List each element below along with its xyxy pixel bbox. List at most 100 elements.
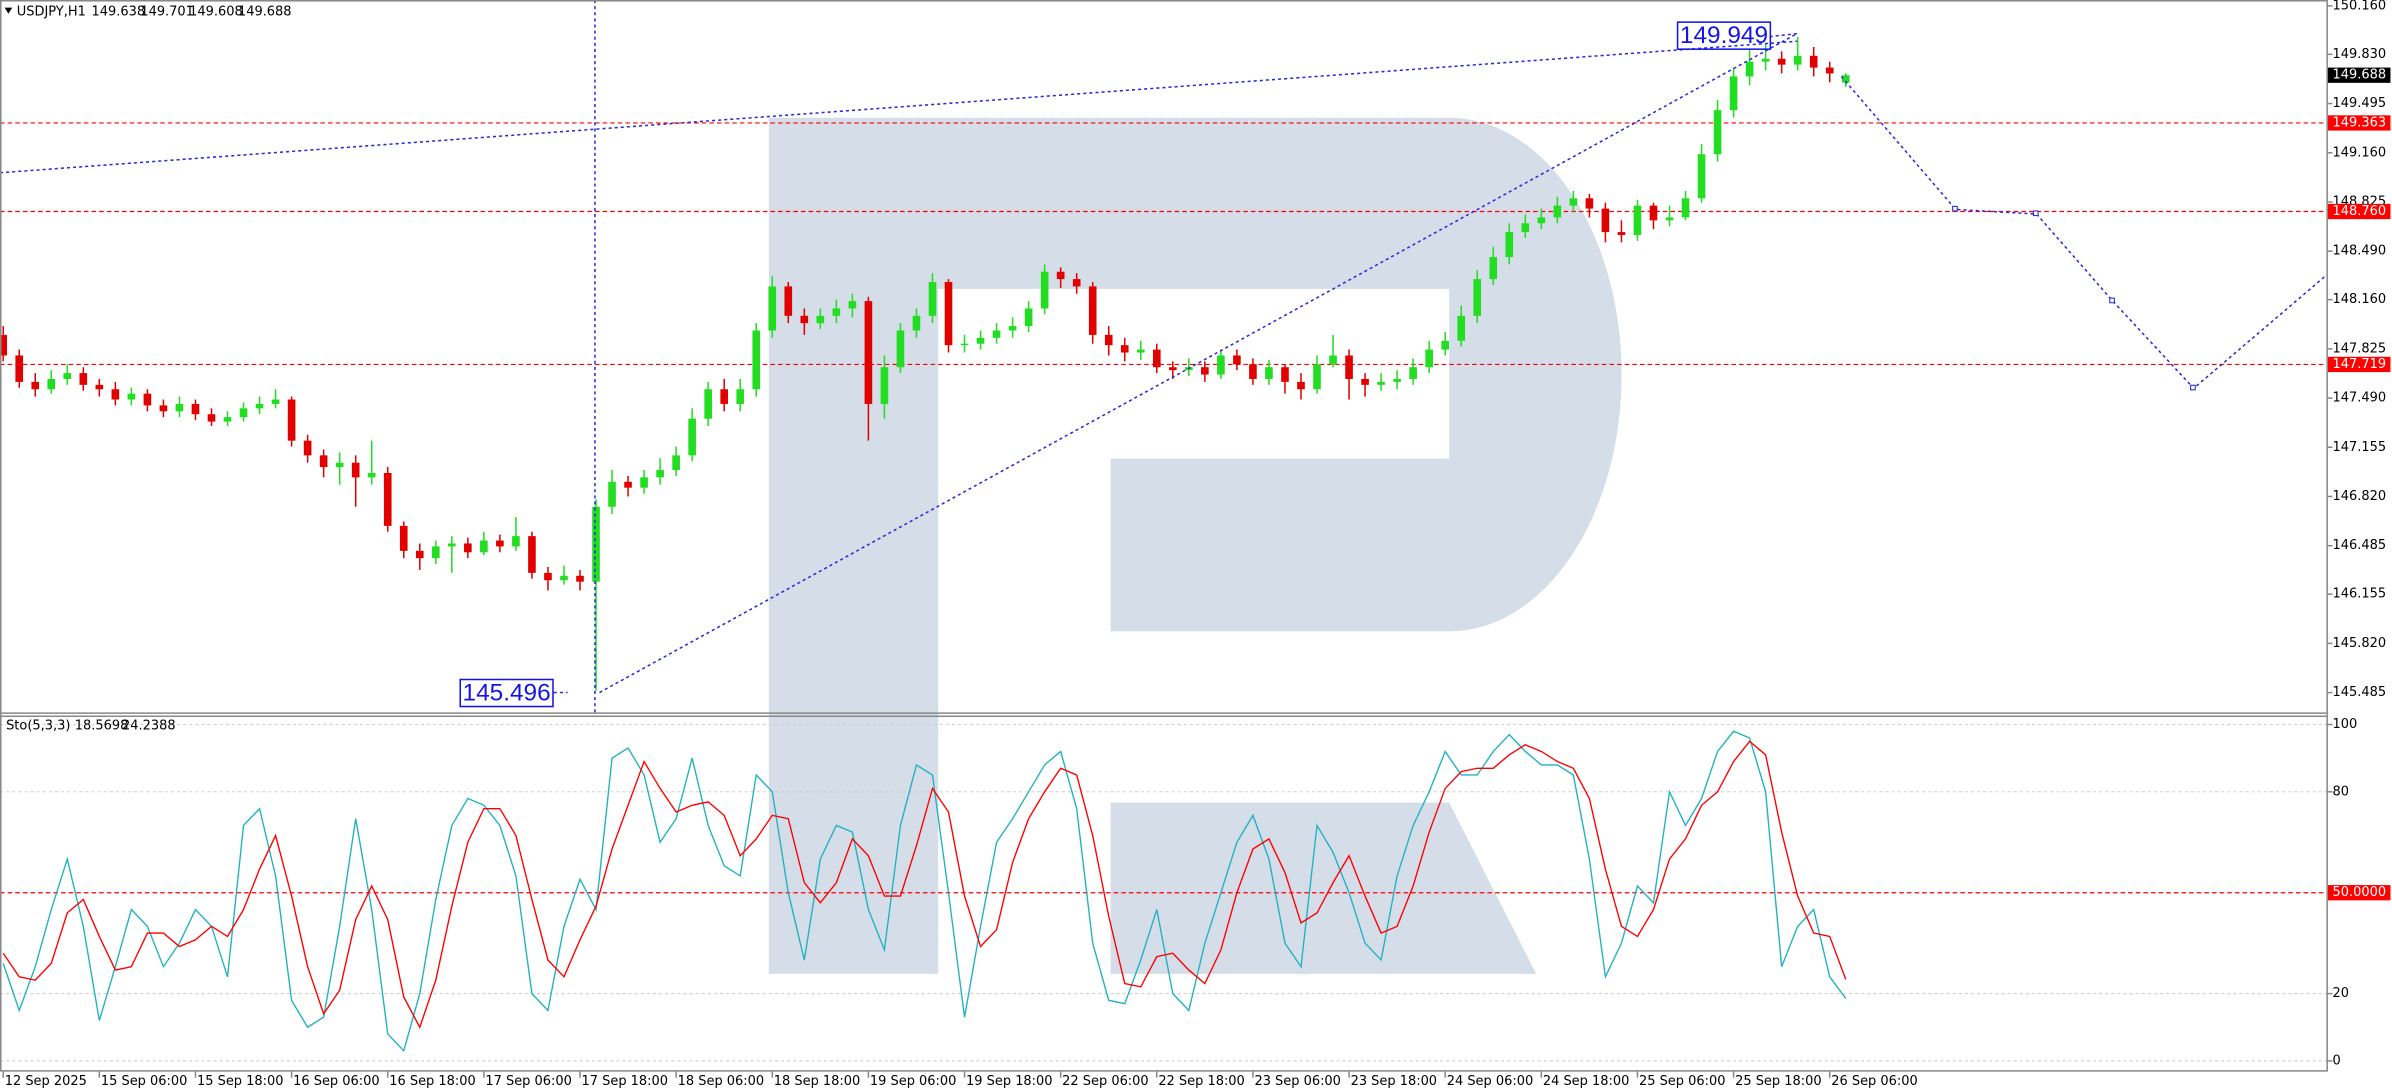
candle-body xyxy=(608,481,616,507)
y-tick-label: 100 xyxy=(2333,717,2358,732)
candle-body xyxy=(1152,349,1161,368)
indicator-signal-value: 24.2388 xyxy=(122,719,176,734)
candle-body xyxy=(127,393,136,400)
candle-body xyxy=(1136,349,1145,353)
candle-body xyxy=(0,334,8,356)
candle-body xyxy=(1729,76,1738,111)
candle-body xyxy=(1761,58,1770,62)
candle-body xyxy=(175,403,184,412)
y-tick-label: 147.825 xyxy=(2333,341,2387,356)
symbol: USDJPY,H1 xyxy=(17,5,86,20)
candle-body xyxy=(1409,367,1417,379)
indicator-main-value: 18.5698 xyxy=(75,719,129,734)
candle-body xyxy=(383,472,392,526)
candle-body xyxy=(1649,205,1658,221)
candle-body xyxy=(688,418,696,456)
candle-body xyxy=(976,337,985,344)
candle-body xyxy=(223,417,232,422)
candle-body xyxy=(31,381,40,390)
candle-body xyxy=(1713,110,1722,155)
header-low: 149.608 xyxy=(189,5,243,20)
x-tick-label: 22 Sep 06:00 xyxy=(1062,1074,1148,1089)
candle-body xyxy=(496,540,504,547)
candle-body xyxy=(544,572,552,581)
last-price-label: 149.688 xyxy=(2333,68,2387,83)
candle-body xyxy=(1040,271,1049,309)
candle-body xyxy=(896,330,905,368)
candle-body xyxy=(1249,364,1257,379)
candle-body xyxy=(111,389,120,400)
x-tick-label: 25 Sep 18:00 xyxy=(1735,1074,1821,1089)
candle-body xyxy=(448,543,456,547)
watermark-shape xyxy=(768,117,1622,974)
x-tick-label: 15 Sep 18:00 xyxy=(197,1074,283,1089)
candle-body xyxy=(1056,271,1065,280)
y-tick-label: 146.485 xyxy=(2333,538,2387,553)
y-tick-label: 149.160 xyxy=(2333,145,2387,160)
candle-body xyxy=(1088,286,1097,335)
candle-body xyxy=(1361,378,1369,385)
candle-body xyxy=(1777,58,1786,65)
trend-line xyxy=(0,40,1798,174)
candle-body xyxy=(207,414,216,422)
candle-body xyxy=(1537,217,1546,224)
y-tick-label: 146.155 xyxy=(2333,587,2387,602)
forecast-point xyxy=(2190,384,2196,391)
candle-body xyxy=(1104,334,1113,346)
y-tick-label: 148.160 xyxy=(2333,292,2387,307)
candle-body xyxy=(1553,205,1562,218)
candle-body xyxy=(159,405,168,412)
candle-body xyxy=(912,315,921,331)
candle-body xyxy=(1745,61,1754,77)
candle-body xyxy=(944,282,953,346)
candle-body xyxy=(640,477,648,488)
level-label: 148.760 xyxy=(2333,204,2387,219)
candle-body xyxy=(1329,355,1337,365)
indicator-line xyxy=(2,730,1847,1053)
candle-body xyxy=(271,399,280,404)
candle-body xyxy=(79,373,88,385)
trend-line xyxy=(599,32,1798,694)
plot-frame xyxy=(0,0,2328,1072)
x-tick-label: 24 Sep 06:00 xyxy=(1447,1074,1533,1089)
y-tick-label: 146.820 xyxy=(2333,489,2387,504)
candle-body xyxy=(1120,345,1129,353)
y-tick-label: 150.160 xyxy=(2333,0,2387,13)
x-tick-label: 19 Sep 18:00 xyxy=(966,1074,1052,1089)
candle-body xyxy=(335,462,344,468)
candle-body xyxy=(1377,381,1385,385)
level-label-box xyxy=(2327,203,2391,220)
candle-body xyxy=(800,315,809,324)
candle-body xyxy=(848,301,857,309)
candle-body xyxy=(1169,367,1177,371)
candle-body xyxy=(1489,257,1498,280)
level-label-box xyxy=(2327,356,2391,373)
candle-body xyxy=(1024,308,1033,327)
candle-body xyxy=(1505,232,1514,258)
candle-body xyxy=(367,472,376,478)
candle-body xyxy=(191,403,200,415)
candle-body xyxy=(1217,355,1225,375)
candle-body xyxy=(1457,315,1466,341)
candle-body xyxy=(784,286,793,316)
level-label-box xyxy=(2327,885,2391,901)
candle-body xyxy=(1473,279,1482,316)
candle-body xyxy=(1825,67,1834,74)
forecast-path xyxy=(1840,75,2327,390)
candle-body xyxy=(704,389,712,419)
candle-body xyxy=(1425,349,1433,368)
candle-body xyxy=(1601,208,1610,233)
candle-body xyxy=(303,440,312,456)
x-tick-label: 22 Sep 18:00 xyxy=(1158,1074,1244,1089)
x-tick-label: 17 Sep 06:00 xyxy=(485,1074,571,1089)
candle-body xyxy=(816,315,825,324)
x-tick-label: 23 Sep 18:00 xyxy=(1351,1074,1437,1089)
forecast-point xyxy=(1952,205,1958,212)
candle-body xyxy=(480,540,488,553)
candle-body xyxy=(239,408,248,418)
candle-body xyxy=(1281,367,1289,382)
y-tick-label: 145.485 xyxy=(2333,685,2387,700)
y-tick-label: 149.495 xyxy=(2333,96,2387,111)
